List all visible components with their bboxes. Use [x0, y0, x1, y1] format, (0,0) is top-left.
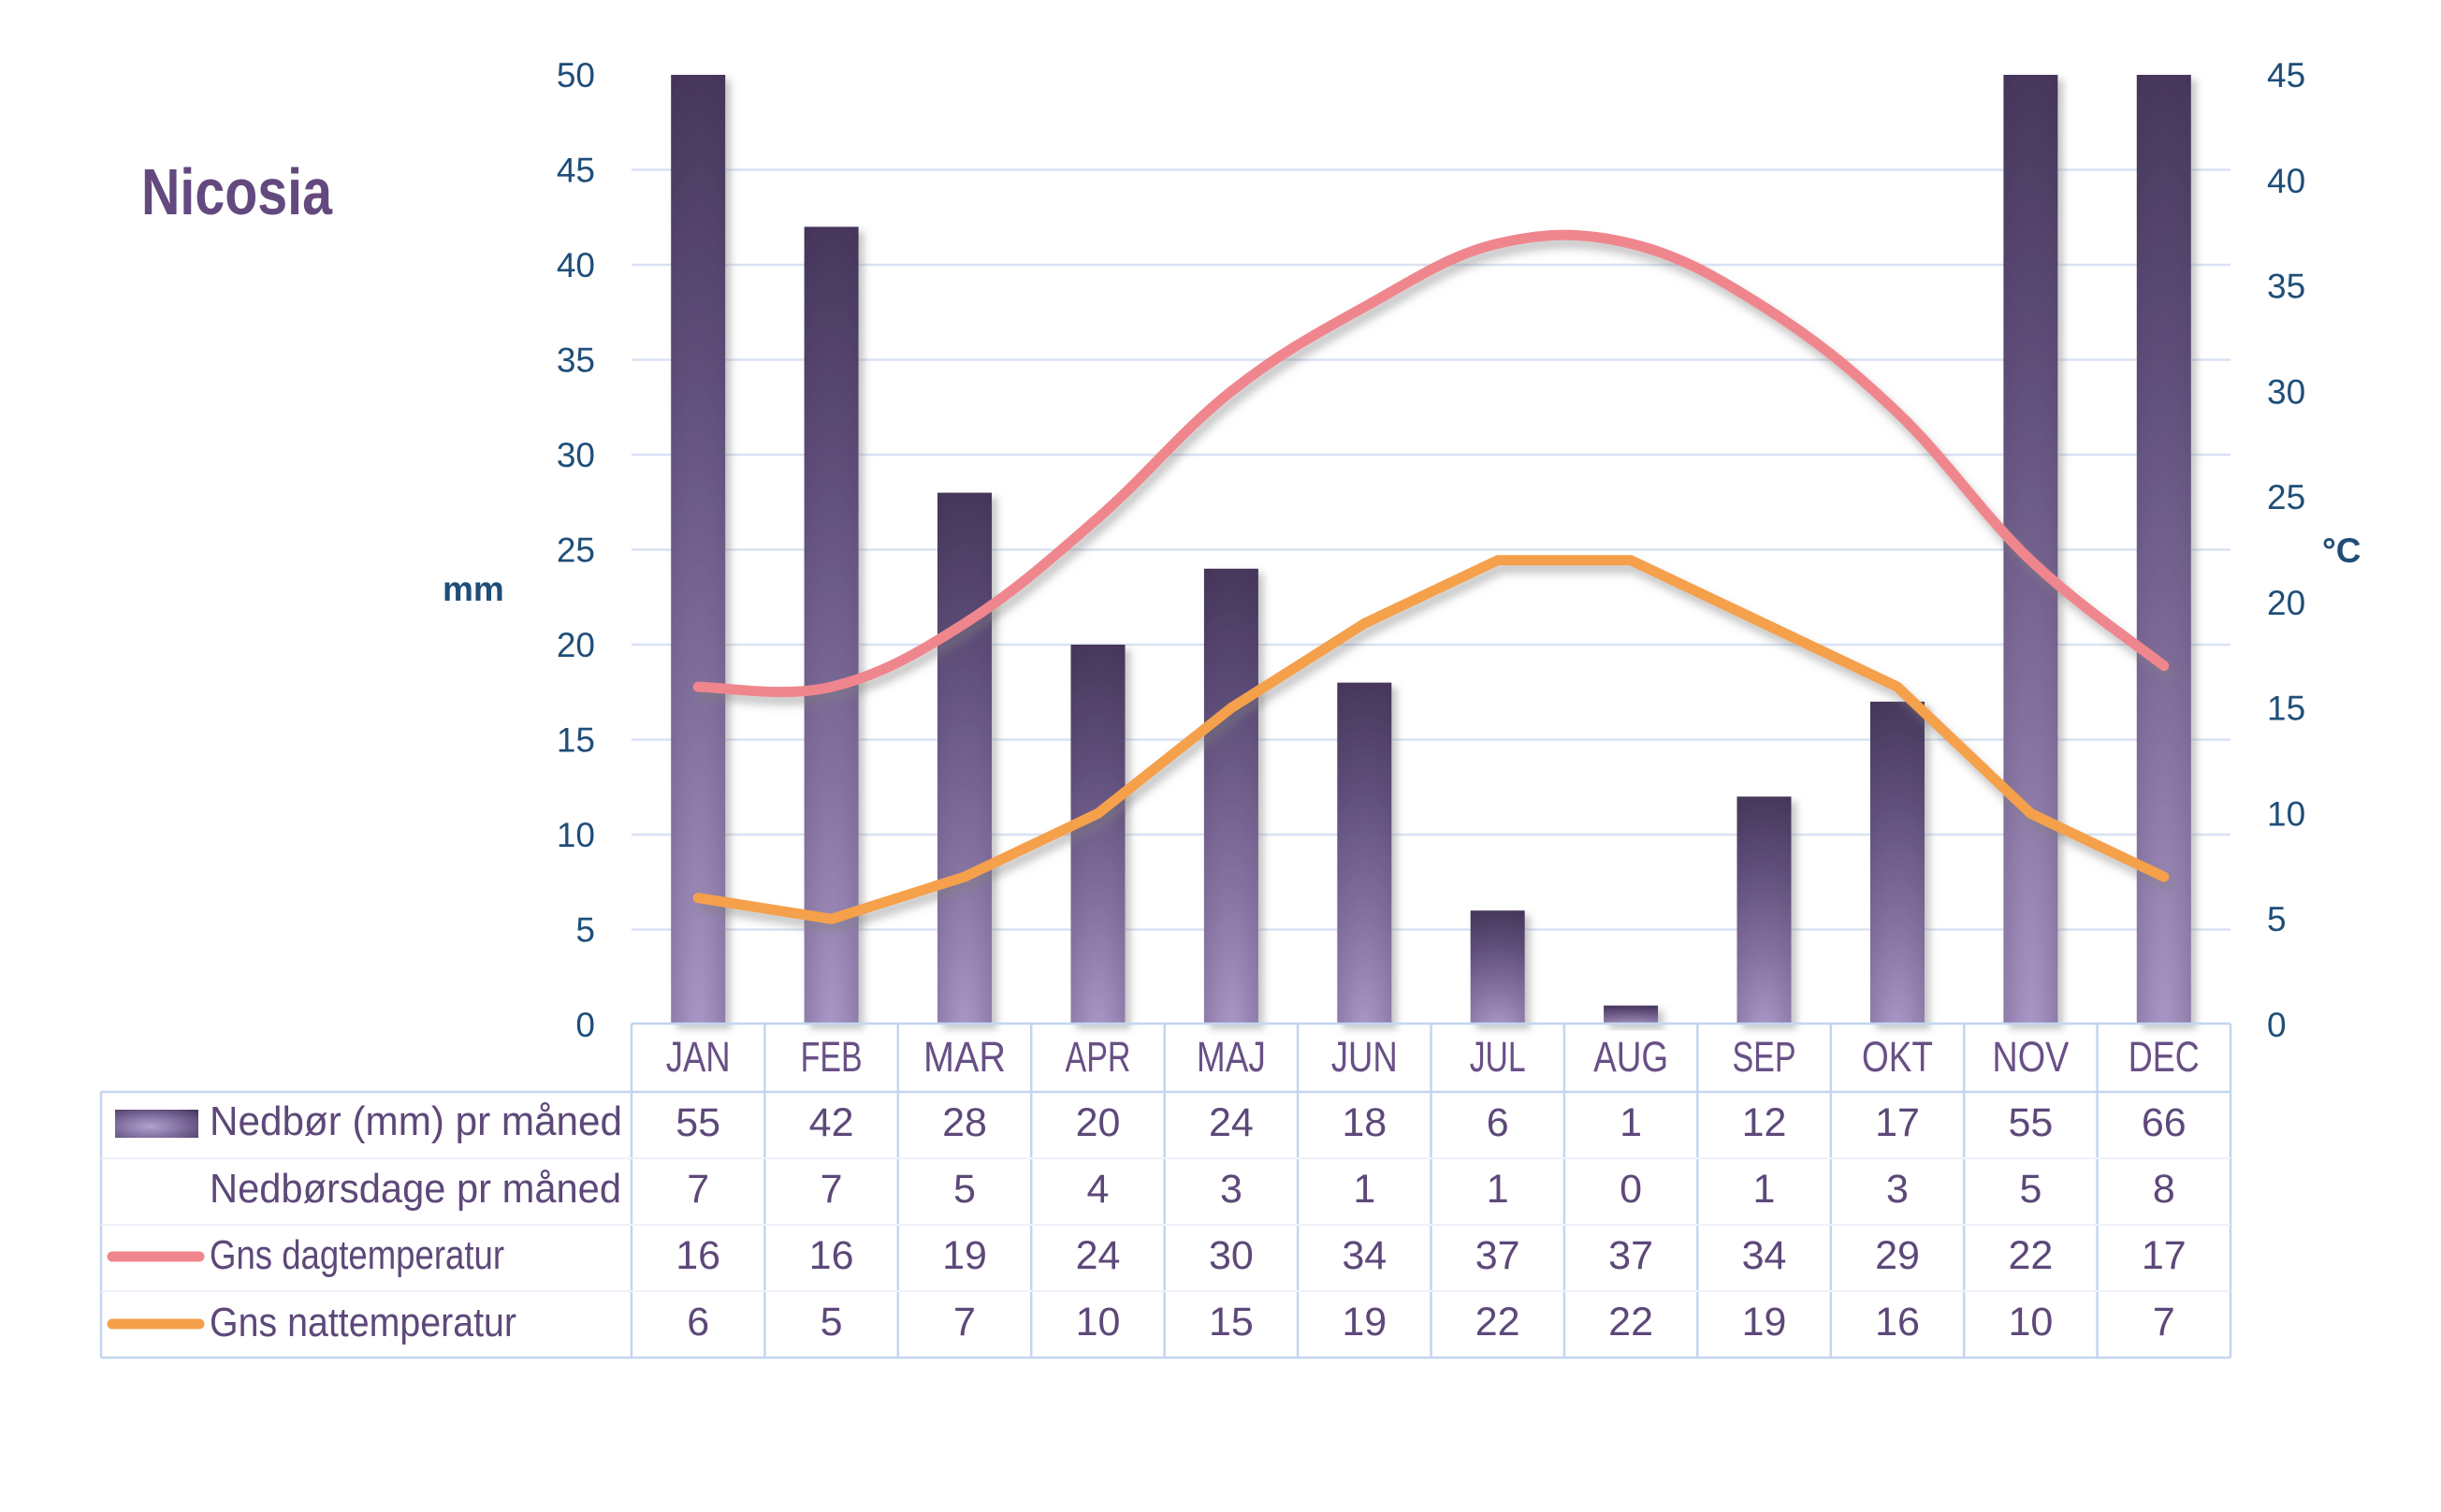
svg-text:JUN: JUN — [1331, 1033, 1398, 1081]
svg-text:50: 50 — [557, 56, 595, 94]
svg-text:22: 22 — [1608, 1300, 1653, 1345]
svg-text:MAR: MAR — [923, 1033, 1006, 1081]
svg-text:28: 28 — [942, 1100, 987, 1145]
svg-text:7: 7 — [687, 1167, 709, 1212]
svg-text:40: 40 — [557, 246, 595, 284]
svg-text:22: 22 — [2008, 1233, 2053, 1278]
svg-text:45: 45 — [2267, 56, 2305, 94]
svg-text:18: 18 — [1342, 1100, 1387, 1145]
svg-text:1: 1 — [1487, 1167, 1509, 1212]
svg-text:45: 45 — [557, 152, 595, 190]
svg-text:5: 5 — [575, 911, 595, 950]
svg-text:AUG: AUG — [1593, 1033, 1668, 1081]
svg-text:NOV: NOV — [1992, 1033, 2069, 1081]
svg-text:1: 1 — [1620, 1100, 1642, 1145]
svg-text:66: 66 — [2142, 1100, 2187, 1145]
svg-text:0: 0 — [1620, 1167, 1642, 1212]
svg-text:12: 12 — [1742, 1100, 1787, 1145]
svg-text:37: 37 — [1608, 1233, 1653, 1278]
svg-text:10: 10 — [1076, 1300, 1121, 1345]
svg-text:16: 16 — [676, 1233, 720, 1278]
svg-text:19: 19 — [1742, 1300, 1787, 1345]
svg-text:20: 20 — [557, 626, 595, 664]
svg-text:20: 20 — [1076, 1100, 1121, 1145]
svg-text:APR: APR — [1066, 1033, 1131, 1081]
svg-text:Gns dagtemperatur: Gns dagtemperatur — [210, 1232, 504, 1278]
svg-text:37: 37 — [1475, 1233, 1520, 1278]
svg-text:5: 5 — [2019, 1167, 2041, 1212]
svg-text:40: 40 — [2267, 162, 2305, 200]
svg-text:30: 30 — [557, 436, 595, 474]
svg-text:Gns nattemperatur: Gns nattemperatur — [210, 1300, 516, 1345]
svg-text:29: 29 — [1875, 1233, 1920, 1278]
svg-text:17: 17 — [2142, 1233, 2187, 1278]
svg-text:Nedbør (mm) pr måned: Nedbør (mm) pr måned — [210, 1098, 622, 1144]
svg-text:10: 10 — [2008, 1300, 2053, 1345]
svg-text:SEP: SEP — [1733, 1033, 1796, 1081]
svg-text:10: 10 — [2267, 794, 2305, 833]
svg-text:24: 24 — [1209, 1100, 1254, 1145]
svg-text:34: 34 — [1342, 1233, 1387, 1278]
svg-text:35: 35 — [557, 342, 595, 380]
svg-text:6: 6 — [1487, 1100, 1509, 1145]
svg-text:55: 55 — [676, 1100, 720, 1145]
svg-text:15: 15 — [1209, 1300, 1254, 1345]
svg-text:JUL: JUL — [1470, 1033, 1526, 1081]
svg-text:Nedbørsdage pr måned: Nedbørsdage pr måned — [210, 1166, 621, 1212]
svg-text:19: 19 — [942, 1233, 987, 1278]
svg-text:19: 19 — [1342, 1300, 1387, 1345]
svg-text:6: 6 — [687, 1300, 709, 1345]
svg-text:°C: °C — [2322, 531, 2361, 570]
svg-text:1: 1 — [1353, 1167, 1375, 1212]
svg-text:OKT: OKT — [1862, 1033, 1933, 1081]
svg-text:5: 5 — [953, 1167, 976, 1212]
svg-text:8: 8 — [2153, 1167, 2175, 1212]
svg-text:7: 7 — [953, 1300, 976, 1345]
svg-text:MAJ: MAJ — [1197, 1033, 1266, 1081]
svg-text:7: 7 — [821, 1167, 843, 1212]
svg-text:15: 15 — [557, 721, 595, 760]
svg-text:55: 55 — [2008, 1100, 2053, 1145]
svg-text:25: 25 — [2267, 478, 2305, 516]
svg-text:FEB: FEB — [801, 1033, 863, 1081]
svg-text:24: 24 — [1076, 1233, 1121, 1278]
svg-text:10: 10 — [557, 816, 595, 854]
svg-text:4: 4 — [1087, 1167, 1110, 1212]
svg-text:25: 25 — [557, 531, 595, 570]
svg-text:0: 0 — [575, 1006, 595, 1044]
svg-text:34: 34 — [1742, 1233, 1787, 1278]
svg-text:1: 1 — [1753, 1167, 1776, 1212]
svg-text:3: 3 — [1886, 1167, 1909, 1212]
svg-text:20: 20 — [2267, 584, 2305, 622]
svg-text:DEC: DEC — [2129, 1033, 2200, 1081]
svg-text:22: 22 — [1475, 1300, 1520, 1345]
svg-text:5: 5 — [821, 1300, 843, 1345]
svg-text:7: 7 — [2153, 1300, 2175, 1345]
svg-text:5: 5 — [2267, 900, 2287, 938]
svg-text:30: 30 — [1209, 1233, 1254, 1278]
svg-text:42: 42 — [809, 1100, 854, 1145]
svg-text:JAN: JAN — [666, 1033, 731, 1081]
svg-text:16: 16 — [1875, 1300, 1920, 1345]
svg-text:3: 3 — [1220, 1167, 1242, 1212]
svg-text:35: 35 — [2267, 268, 2305, 306]
svg-text:mm: mm — [443, 570, 504, 608]
svg-text:15: 15 — [2267, 690, 2305, 728]
svg-text:30: 30 — [2267, 372, 2305, 411]
svg-text:16: 16 — [809, 1233, 854, 1278]
svg-text:0: 0 — [2267, 1006, 2287, 1044]
svg-text:Nicosia: Nicosia — [141, 155, 333, 228]
svg-text:17: 17 — [1875, 1100, 1920, 1145]
